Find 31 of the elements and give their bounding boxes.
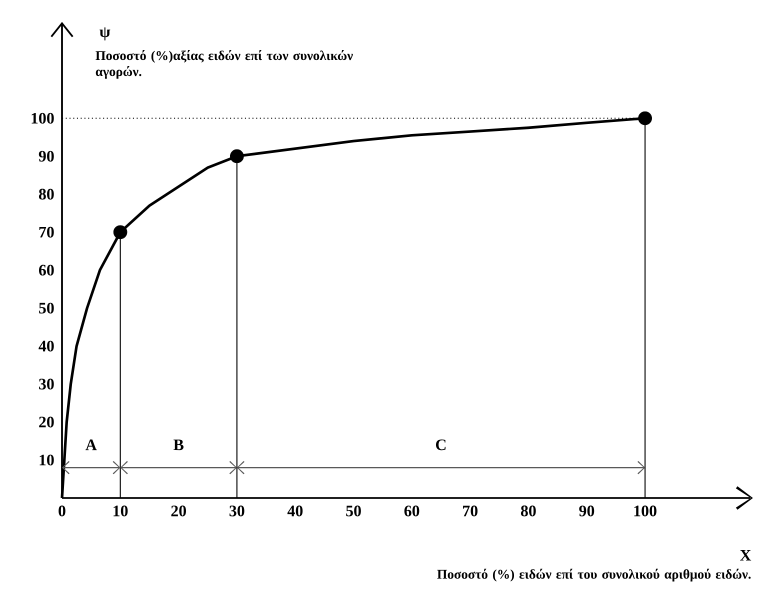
point — [638, 111, 652, 126]
y-tick-label: 50 — [39, 302, 54, 314]
x-tick-label: 30 — [230, 506, 244, 516]
text: Ποσοστό (%)αξίας ειδών επί των συνολικών αγορών. — [96, 50, 353, 79]
x-tick-label: 50 — [346, 506, 361, 516]
x-tick-label: 80 — [520, 506, 536, 516]
y-axis-title: ψ — [100, 27, 110, 40]
y-tick-label: 20 — [39, 416, 54, 428]
annotation: B — [174, 440, 184, 450]
point — [113, 225, 128, 240]
x-tick-label: 60 — [404, 506, 420, 516]
x-tick-label: 20 — [171, 506, 186, 516]
y-tick-label: 80 — [38, 188, 54, 200]
y-tick-label: 70 — [39, 226, 54, 238]
y-tick-label: 60 — [38, 264, 54, 276]
annotation: C — [436, 439, 446, 450]
y-tick-label: 90 — [38, 150, 54, 162]
point — [230, 149, 244, 164]
x-tick-label: 100 — [634, 506, 656, 516]
text: Ποσοστό (%) ειδών επί του συνολικού αριθμού ειδών. — [437, 568, 751, 582]
x-tick-label: 70 — [463, 506, 478, 516]
x-tick-label: 40 — [287, 506, 303, 516]
x-tick-label: 10 — [114, 506, 128, 516]
y-tick-label: 10 — [40, 454, 54, 466]
y-tick-label: 30 — [39, 378, 54, 390]
x-tick-label: 0 — [58, 506, 66, 516]
y-tick-label: 100 — [32, 112, 54, 124]
annotation: A — [86, 440, 97, 450]
x-axis-title: X — [740, 550, 752, 561]
y-tick-label: 40 — [38, 340, 54, 352]
x-tick-label: 90 — [579, 506, 594, 516]
